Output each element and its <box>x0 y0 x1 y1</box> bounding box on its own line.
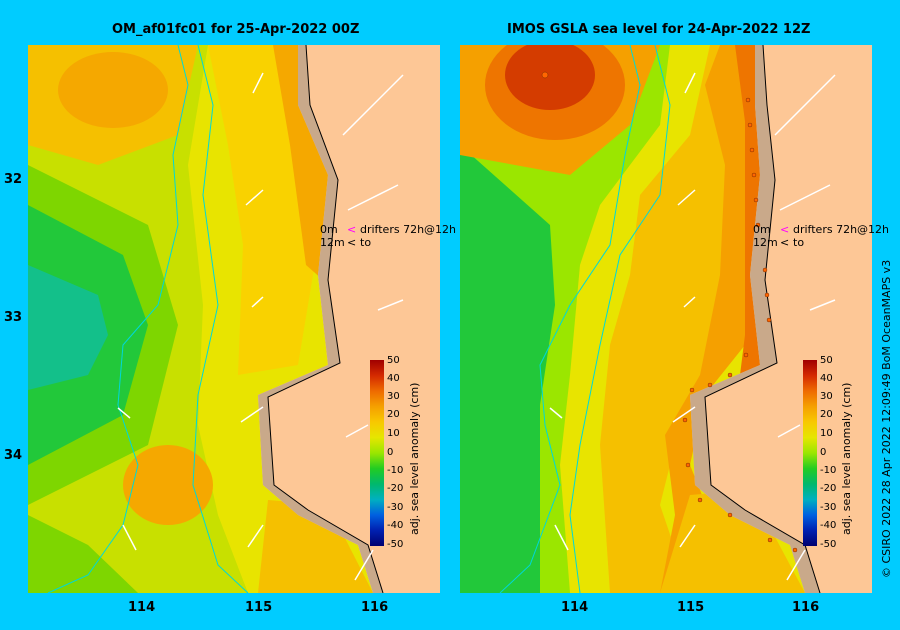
x-tick-115-panel-2: 115 <box>677 600 705 615</box>
colorbar-label-panel-1: adj. sea level anomaly (cm) <box>408 382 421 535</box>
cbar-tick: 30 <box>820 391 833 402</box>
legend-depth-0m-panel-2: 0m <box>753 223 771 236</box>
colorbar-panel-2 <box>803 360 817 546</box>
cbar-tick: -50 <box>820 539 837 550</box>
cbar-tick: 10 <box>387 428 400 439</box>
cbar-tick: -40 <box>387 520 404 531</box>
cbar-tick: -50 <box>387 539 404 550</box>
cbar-tick: -10 <box>820 465 837 476</box>
cbar-tick: 10 <box>820 428 833 439</box>
panel-1-title: OM_af01fc01 for 25-Apr-2022 00Z <box>112 22 360 37</box>
cbar-tick: 40 <box>387 373 400 384</box>
cbar-tick: 20 <box>387 409 400 420</box>
cbar-tick: -30 <box>387 502 404 513</box>
colorbar-label-panel-2: adj. sea level anomaly (cm) <box>840 382 853 535</box>
legend-depth-0m-panel-1: 0m <box>320 223 338 236</box>
colorbar-panel-1 <box>370 360 384 546</box>
cbar-tick: -20 <box>820 483 837 494</box>
y-tick-33: 33 <box>4 310 23 325</box>
x-tick-116-panel-2: 116 <box>792 600 820 615</box>
x-tick-114-panel-1: 114 <box>128 600 156 615</box>
legend-to-label-panel-2: to <box>793 236 805 249</box>
cbar-tick: -30 <box>820 502 837 513</box>
legend-marker-0m-panel-2: < <box>780 223 790 236</box>
y-tick-34: 34 <box>4 448 23 463</box>
legend-marker-12m-panel-1: < <box>347 236 357 249</box>
cbar-tick: -40 <box>820 520 837 531</box>
panel-2-title: IMOS GSLA sea level for 24-Apr-2022 12Z <box>507 22 811 37</box>
x-tick-114-panel-2: 114 <box>561 600 589 615</box>
y-tick-32: 32 <box>4 172 23 187</box>
cbar-tick: 20 <box>820 409 833 420</box>
cbar-tick: 0 <box>820 447 827 458</box>
legend-depth-12m-panel-2: 12m <box>753 236 778 249</box>
legend-marker-12m-panel-2: < <box>780 236 790 249</box>
legend-depth-12m-panel-1: 12m <box>320 236 345 249</box>
legend-marker-0m-panel-1: < <box>347 223 357 236</box>
cbar-tick: -10 <box>387 465 404 476</box>
map-panel-2[interactable] <box>460 45 872 593</box>
cbar-tick: 50 <box>387 355 400 366</box>
legend-drifters-label-panel-1: drifters 72h@12h <box>360 223 457 236</box>
cbar-tick: 50 <box>820 355 833 366</box>
cbar-tick: 40 <box>820 373 833 384</box>
x-tick-115-panel-1: 115 <box>245 600 273 615</box>
legend-drifters-label-panel-2: drifters 72h@12h <box>793 223 890 236</box>
cbar-tick: -20 <box>387 483 404 494</box>
credit-text: © CSIRO 2022 28 Apr 2022 12:09:49 BoM Oc… <box>880 259 893 578</box>
x-tick-116-panel-1: 116 <box>361 600 389 615</box>
map-panel-1[interactable] <box>28 45 440 593</box>
cbar-tick: 0 <box>387 447 394 458</box>
legend-to-label-panel-1: to <box>360 236 372 249</box>
cbar-tick: 30 <box>387 391 400 402</box>
